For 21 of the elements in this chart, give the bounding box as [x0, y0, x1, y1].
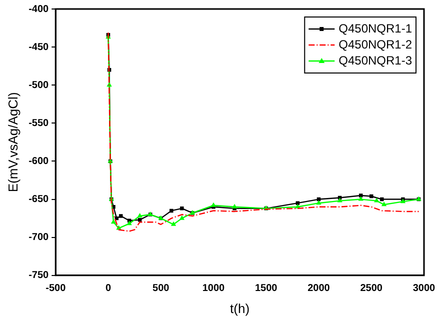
- y-tick-label: -500: [28, 80, 50, 91]
- x-tick-label: 3000: [412, 283, 436, 294]
- y-tick-label: -750: [28, 270, 50, 282]
- x-tick-label: 2500: [360, 283, 383, 294]
- y-tick-label: -450: [28, 42, 50, 53]
- legend-label: Q450NQR1-1: [338, 21, 412, 36]
- legend-label: Q450NQR1-2: [338, 37, 412, 52]
- x-tick-label: 2000: [308, 283, 330, 294]
- y-tick-label: -550: [28, 118, 50, 129]
- x-tick-label: -500: [46, 283, 66, 294]
- x-axis-title: t(h): [230, 300, 250, 316]
- y-tick-label: -400: [28, 4, 50, 15]
- x-tick-label: 1500: [254, 283, 278, 294]
- y-tick-label: -650: [28, 194, 50, 206]
- x-tick-label: 500: [152, 283, 170, 294]
- y-tick-label: -700: [28, 232, 50, 244]
- y-axis-title: E(mV,vsAg/AgCl): [5, 92, 20, 192]
- legend-label: Q450NQR1-3: [338, 53, 412, 68]
- x-tick-label: 1000: [202, 283, 226, 294]
- x-tick-label: 0: [105, 283, 112, 294]
- y-tick-label: -600: [28, 156, 50, 167]
